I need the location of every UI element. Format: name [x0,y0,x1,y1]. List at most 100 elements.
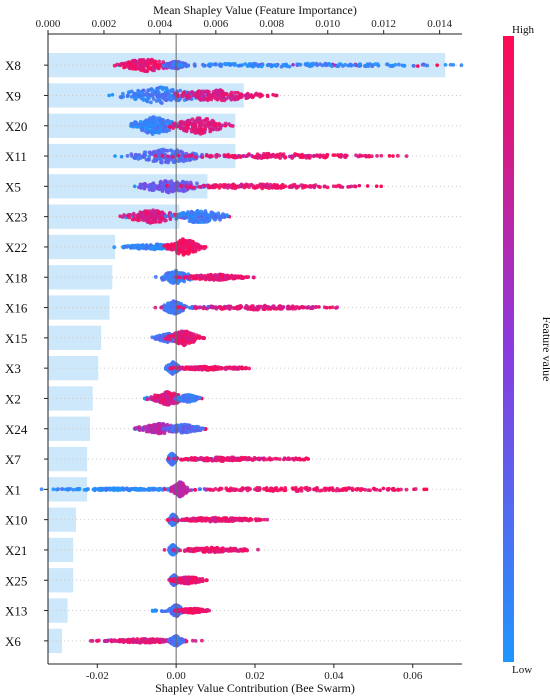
swarm-point [181,179,185,184]
swarm-point [170,185,175,190]
swarm-point [396,62,401,67]
swarm-point [379,153,384,158]
swarm-point [195,305,200,310]
swarm-point [213,215,218,220]
swarm-point [118,95,123,99]
swarm-point [159,215,164,220]
swarm-point [143,59,148,64]
swarm-point [236,305,240,309]
swarm-point [151,88,155,93]
swarm-point [152,68,157,73]
swarm-point [177,63,182,68]
swarm-point [128,245,133,249]
swarm-point [263,303,267,308]
swarm-point [212,184,217,189]
swarm-point [182,275,187,280]
swarm-point [252,455,257,460]
swarm-point [357,183,362,188]
swarm-point [151,487,156,492]
swarm-point [153,154,158,158]
swarm-point [385,62,389,67]
swarm-point [201,183,206,188]
swarm-point [179,329,184,334]
swarm-point [233,90,237,95]
swarm-point [228,304,233,309]
swarm-point [120,91,125,96]
swarm-point [139,60,144,64]
swarm-point [135,153,140,158]
swarm-point [150,424,155,428]
swarm-point [219,215,224,220]
swarm-point [160,93,164,98]
swarm-point-min [107,93,111,98]
swarm-point [220,123,225,128]
swarm-point [203,122,208,127]
swarm-point [189,212,194,216]
swarm-point [232,63,237,68]
swarm-point [185,96,190,101]
swarm-point [146,95,151,100]
swarm-point [144,246,148,251]
swarm-point [124,486,128,491]
swarm-point [146,157,151,162]
swarm-point [364,63,369,68]
swarm-point [67,487,71,492]
swarm-point [194,457,199,462]
swarm-point [349,184,354,189]
swarm-point [378,488,382,493]
swarm-point [221,93,225,98]
swarm-point [122,213,126,217]
swarm-point [213,122,218,127]
swarm-point [197,213,202,218]
swarm-point-min [132,184,137,189]
swarm-point [167,128,172,133]
swarm-point [163,274,167,278]
swarm-point [209,127,213,132]
swarm-point [203,275,208,280]
swarm-point [171,400,176,405]
swarm-point [151,159,156,164]
swarm-point [174,426,179,431]
swarm-point [189,457,193,462]
swarm-point [255,156,260,160]
importance-bar-x15 [48,325,102,350]
swarm-point [210,154,214,159]
swarm-point [260,62,265,67]
swarm-point [312,184,317,189]
swarm-x16 [48,299,462,316]
swarm-point [96,487,100,491]
swarm-point [138,487,143,492]
swarm-point [169,453,174,458]
swarm-point [157,116,162,121]
swarm-point [142,150,147,155]
swarm-point [221,306,225,310]
swarm-point [157,97,161,102]
swarm-point [141,96,145,100]
swarm-point [176,214,181,218]
swarm-point [263,154,268,159]
swarm-point [144,429,149,434]
swarm-point [141,214,146,219]
swarm-point [194,424,199,429]
swarm-point [198,118,203,123]
swarm-point [277,457,282,462]
swarm-point [171,160,176,165]
swarm-point [299,183,304,188]
swarm-point [160,187,165,192]
swarm-x7 [48,451,462,467]
swarm-point [223,121,228,126]
swarm-point [159,160,164,165]
swarm-point [207,217,212,222]
swarm-point [261,457,266,462]
swarm-point [237,63,242,68]
swarm-point [244,456,249,461]
swarm-point [208,94,213,99]
swarm-point [250,95,255,100]
swarm-point [126,93,130,98]
swarm-point [287,185,292,189]
swarm-point [309,63,314,68]
swarm-point [159,85,164,90]
swarm-point [153,427,158,432]
swarm-point [177,98,181,102]
swarm-point [39,487,44,492]
